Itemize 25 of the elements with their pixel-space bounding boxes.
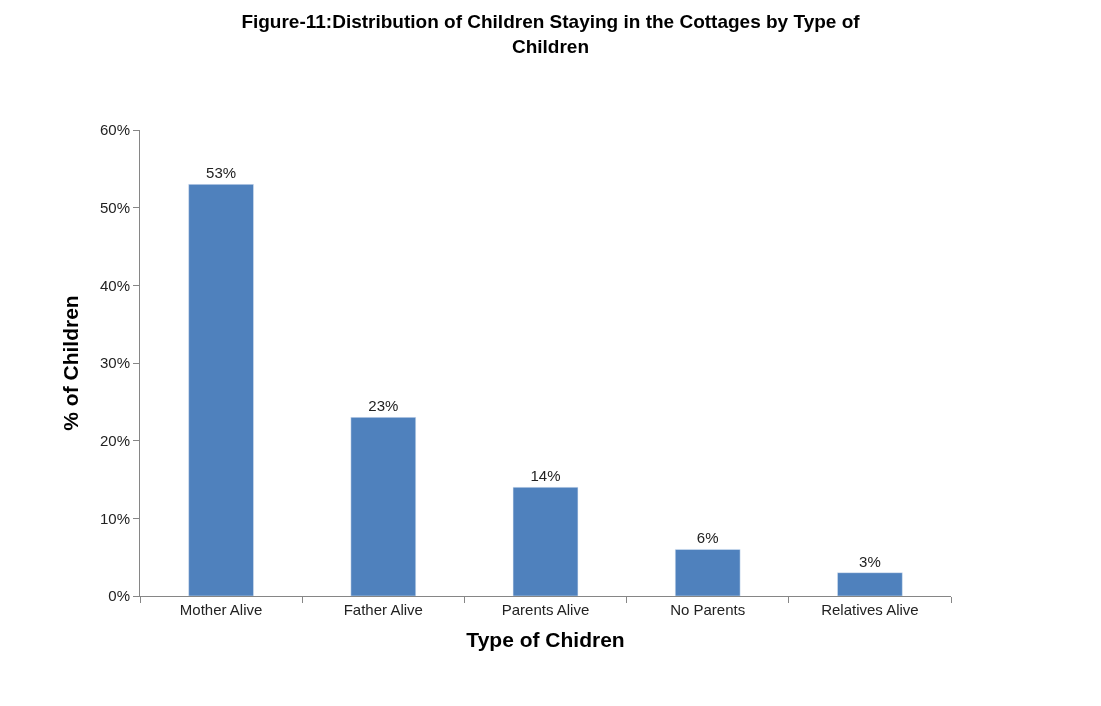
y-tick-label: 0% (108, 587, 130, 605)
y-tick-label: 20% (99, 431, 130, 449)
y-tick-label: 30% (99, 354, 130, 372)
x-axis-title: Type of Chidren (466, 628, 625, 652)
chart-title: Figure-11:Distribution of Children Staying in the Cottages by Type of Children (241, 11, 861, 57)
x-tick-label: Relatives Alive (821, 601, 919, 618)
x-tick-label: Mother Alive (179, 601, 263, 618)
data-label: 3% (859, 552, 881, 570)
y-tick-label: 10% (99, 509, 130, 527)
bar (512, 487, 579, 596)
x-tick-label: Parents Alive (501, 601, 590, 618)
y-axis-title: % of Children (59, 295, 83, 431)
data-label: 53% (206, 164, 237, 182)
bar (837, 572, 903, 596)
data-label: 6% (696, 529, 719, 547)
bar (188, 184, 254, 596)
x-tick-label: No Parents (670, 601, 746, 618)
y-tick-label: 60% (99, 121, 130, 139)
bar (675, 549, 741, 596)
y-tick-label: 40% (99, 276, 130, 294)
x-tick-label: Father Alive (343, 601, 423, 618)
y-tick-label: 50% (99, 198, 130, 216)
data-label: 14% (530, 467, 561, 485)
data-label: 23% (368, 397, 399, 415)
bar (350, 417, 416, 596)
